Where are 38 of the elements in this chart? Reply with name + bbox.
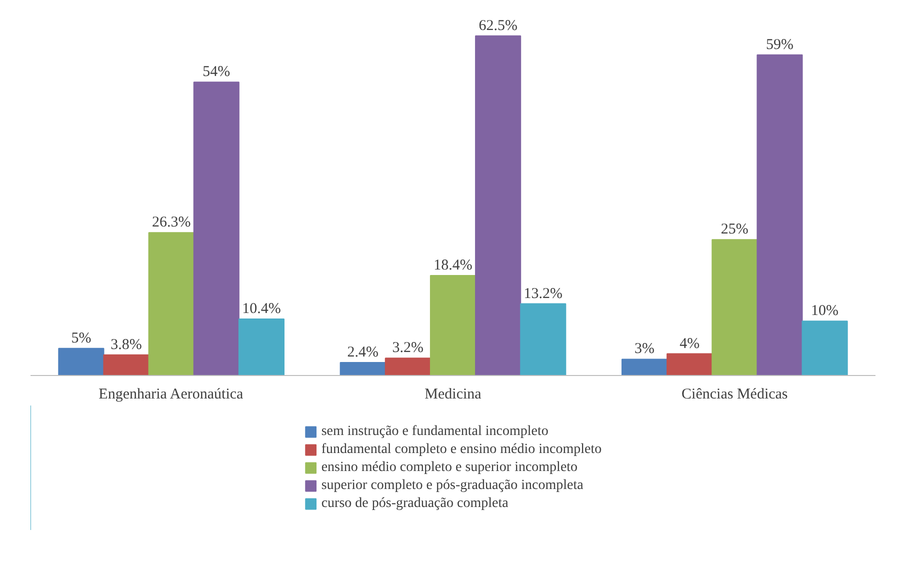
x-tick-label: Engenharia Aeronaútica: [98, 386, 244, 402]
bar: [103, 354, 150, 376]
data-label: 5%: [71, 330, 92, 346]
bar: [340, 362, 386, 376]
legend-label: sem instrução e fundamental incompleto: [321, 424, 548, 440]
bar: [520, 303, 566, 376]
legend-label: fundamental completo e ensino médio incompleto: [321, 442, 602, 458]
bar: [712, 239, 758, 376]
bar: [622, 358, 668, 376]
bar: [193, 82, 240, 376]
data-label: 4%: [680, 336, 700, 352]
legend-label: ensino médio completo e superior incompleto: [321, 460, 578, 476]
data-label: 13.2%: [524, 286, 563, 302]
data-label: 3%: [634, 341, 655, 358]
data-label: 10%: [811, 303, 839, 320]
x-tick-label: Medicina: [424, 386, 482, 402]
data-label: 2.4%: [347, 344, 378, 360]
bar: [666, 353, 713, 376]
bar: [148, 232, 194, 376]
bar: [58, 348, 104, 376]
bar: [475, 35, 522, 376]
legend-label: curso de pós-graduação completa: [321, 496, 508, 512]
data-label: 54%: [202, 64, 230, 80]
data-label: 62.5%: [478, 18, 518, 34]
data-label: 59%: [766, 36, 794, 53]
legend-label: superior completo e pós-graduação incompleta: [321, 478, 584, 494]
bar: [802, 320, 848, 376]
bar: [384, 358, 431, 376]
data-label: 10.4%: [242, 300, 281, 317]
data-label: 26.3%: [152, 214, 191, 231]
bar: [756, 54, 803, 376]
x-tick-label: Ciências Médicas: [682, 386, 788, 402]
data-label: 3.2%: [392, 340, 424, 356]
data-label: 3.8%: [110, 336, 142, 353]
data-label: 25%: [720, 222, 748, 238]
bar: [430, 275, 476, 376]
bar: [238, 318, 284, 376]
data-label: 18.4%: [434, 258, 472, 274]
